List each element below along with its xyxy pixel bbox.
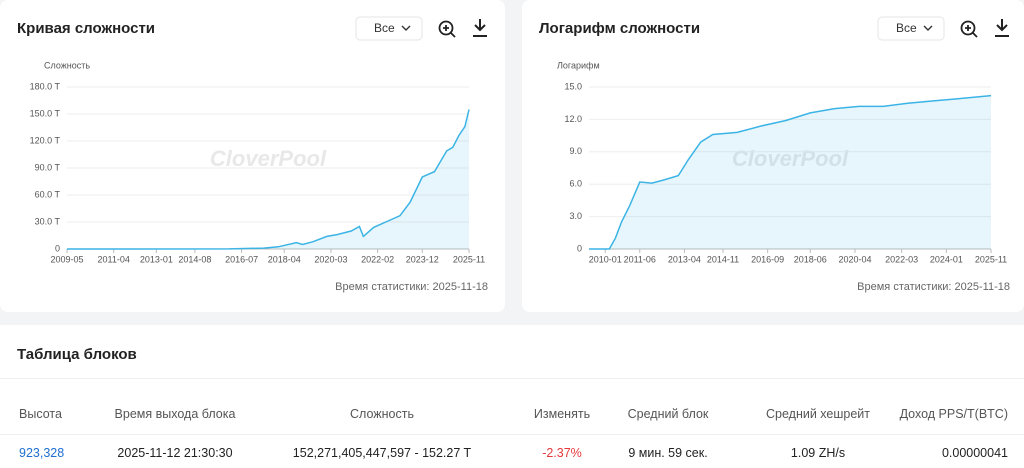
chart-card: Логарифм сложности Все Логарифм CloverPool 0… xyxy=(522,0,1024,312)
x-tick-label: 2014-11 xyxy=(707,254,739,264)
x-tick-label: 2024-01 xyxy=(930,254,963,264)
y-tick-label: 0 xyxy=(55,243,60,253)
x-tick-label: 2020-04 xyxy=(838,254,871,264)
x-tick-label: 2023-12 xyxy=(406,254,439,264)
table-cell: Изменять xyxy=(533,407,591,421)
line xyxy=(589,94,992,250)
table-cell: 1.09 ZH/s xyxy=(790,446,846,460)
x-tick-label: 2011-04 xyxy=(98,254,130,264)
y-tick-label: 180.0 T xyxy=(30,81,61,91)
divider xyxy=(0,434,1024,435)
chart-title: Логарифм сложности xyxy=(539,20,700,37)
footer: Время статистики: 2025-11-18 xyxy=(335,281,488,293)
y-tick-label: 9.0 xyxy=(569,146,582,156)
x-tick-label: 2009-05 xyxy=(50,254,83,264)
table-cell: Сложность xyxy=(350,407,414,421)
y-tick-label: 0 xyxy=(577,243,582,253)
x-tick-label: 2018-06 xyxy=(794,254,827,264)
y-tick-label: 150.0 T xyxy=(30,108,61,118)
divider xyxy=(0,378,1024,379)
table-cell: 0.00000041 xyxy=(941,446,1008,460)
range-button[interactable] xyxy=(877,16,945,41)
table-cell: 152,271,405,447,597 - 152.27 T xyxy=(292,446,472,460)
y-axis-label: Сложность xyxy=(44,60,90,70)
y-tick-label: 60.0 T xyxy=(35,189,61,199)
x-tick-label: 2016-07 xyxy=(225,254,258,264)
area xyxy=(67,109,469,249)
chevron xyxy=(923,25,933,31)
chart-card: Кривая сложности Все Сложность CloverPool 0 3… xyxy=(0,0,505,312)
y-tick-label: 15.0 xyxy=(564,81,582,91)
table-card xyxy=(0,325,1024,468)
table-cell[interactable]: 923,328 xyxy=(19,446,65,460)
watermark: CloverPool xyxy=(732,146,849,171)
range-button[interactable] xyxy=(355,16,423,41)
chart: Логарифм сложности Все Логарифм CloverPool 0… xyxy=(539,16,1010,293)
x-tick-label: 2016-09 xyxy=(751,254,784,264)
chart-title: Кривая сложности xyxy=(17,20,155,37)
table-cell: Средний хешрейт xyxy=(766,407,870,421)
x-tick-label: 2020-03 xyxy=(314,254,347,264)
range-button-label: Все xyxy=(374,21,395,35)
watermark: CloverPool xyxy=(210,146,327,171)
y-tick-label: 90.0 T xyxy=(35,162,61,172)
range-button-label: Все xyxy=(896,21,917,35)
y-axis-label: Логарифм xyxy=(557,60,600,70)
table-cell: Высота xyxy=(19,407,62,421)
footer: Время статистики: 2025-11-18 xyxy=(857,281,1010,293)
x-tick-label: 2018-04 xyxy=(268,254,301,264)
table-cell: 9 мин. 59 сек. xyxy=(628,446,708,460)
y-tick-label: 120.0 T xyxy=(30,135,61,145)
table-cell: Средний блок xyxy=(627,407,709,421)
y-tick-label: 12.0 xyxy=(564,114,582,124)
x-tick-label: 2025-11 xyxy=(975,254,1007,264)
zoom-icon-part xyxy=(443,25,456,38)
download-icon[interactable] xyxy=(995,19,1009,37)
y-tick-label: 6.0 xyxy=(569,179,582,189)
table-cell: Доход PPS/T(BTC) xyxy=(899,407,1008,421)
zoom-icon[interactable] xyxy=(438,20,454,36)
chart: Кривая сложности Все Сложность CloverPool 0 3… xyxy=(17,16,488,293)
zoom-icon[interactable] xyxy=(960,20,976,36)
x-tick-label: 2025-11 xyxy=(453,254,485,264)
table-cell: Время выхода блока xyxy=(114,407,236,421)
table-cell: -2.37% xyxy=(542,446,582,460)
chevron xyxy=(401,25,411,31)
x-tick-label: 2014-08 xyxy=(178,254,211,264)
zoom-icon-part xyxy=(965,25,978,38)
x-tick-label: 2010-01 xyxy=(589,254,622,264)
x-tick-label: 2022-02 xyxy=(361,254,394,264)
x-tick-label: 2013-01 xyxy=(140,254,173,264)
x-tick-label: 2013-04 xyxy=(668,254,701,264)
x-tick-label: 2011-06 xyxy=(624,254,656,264)
y-tick-label: 30.0 T xyxy=(35,216,61,226)
y-tick-label: 3.0 xyxy=(569,211,582,221)
table-title: Таблица блоков xyxy=(17,346,137,363)
line xyxy=(66,109,470,250)
x-tick-label: 2022-03 xyxy=(885,254,918,264)
download-icon[interactable] xyxy=(473,19,487,37)
area xyxy=(589,95,991,249)
table-cell: 2025-11-12 21:30:30 xyxy=(117,446,233,460)
